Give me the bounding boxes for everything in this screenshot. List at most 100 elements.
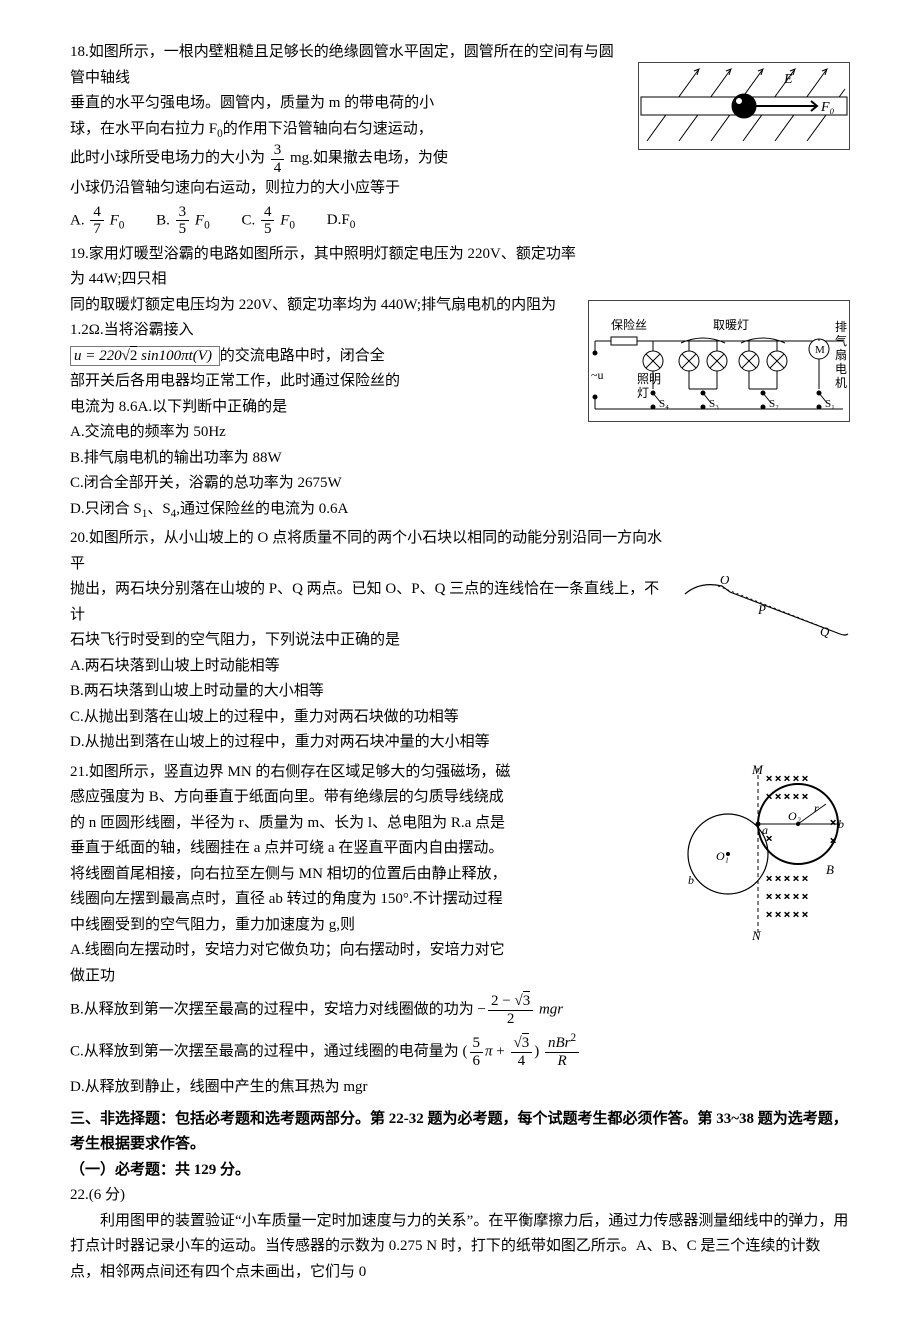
q21-line6: 线圈向左摆到最高点时，直径 ab 转过的角度为 150°.不计摆动过程	[70, 891, 503, 907]
q21-optB-den: 2	[488, 1011, 533, 1028]
q19-fig-fuse: 保险丝	[611, 317, 647, 332]
q18-line3b: 的作用下沿管轴向右匀速运动，	[223, 121, 433, 137]
q19-optA: A.交流电的频率为 50Hz	[70, 424, 226, 440]
q18-optD-label: D.F	[327, 212, 350, 228]
q19-fig-fan1: 排	[835, 320, 847, 334]
q21-optC-p2-den: 4	[511, 1053, 533, 1070]
q21-line1: 如图所示，竖直边界 MN 的右侧存在区域足够大的匀强磁场，磁	[89, 764, 511, 780]
q21-optD: D.从释放到静止，线圈中产生的焦耳热为 mgr	[70, 1075, 850, 1101]
q22-p1: 利用图甲的装置验证“小车质量一定时加速度与力的关系”。在平衡摩擦力后，通过力传感…	[70, 1209, 850, 1286]
q18-options: A. 47 F0 B. 35 F0 C. 45 F0 D.F0	[70, 204, 850, 238]
q18-line4a: 此时小球所受电场力的大小为	[70, 150, 265, 166]
q19-fig-fan5: 机	[835, 376, 847, 390]
q21-optC-tail-den: R	[545, 1053, 579, 1070]
q21-optB-frac: 2 − √3 2	[488, 993, 533, 1027]
q21-optC-p2-num: 3	[522, 1033, 530, 1051]
q18-line5: 小球仍沿管轴匀速向右运动，则拉力的大小应等于	[70, 180, 400, 196]
q18-optB: B. 35 F0	[156, 204, 210, 238]
q19-optB: B.排气扇电机的输出功率为 88W	[70, 450, 282, 466]
q18-optC-F: F	[280, 212, 289, 228]
question-20: O P Q 20.如图所示，从小山坡上的 O 点将质量不同的两个小石块以相同的动…	[70, 526, 850, 756]
q19-line5: 电流为 8.6A.以下判断中正确的是	[70, 399, 287, 415]
q18-line3a: 球，在水平向右拉力 F	[70, 121, 217, 137]
q18-optC-num: 4	[261, 204, 275, 222]
q18-optC-den: 5	[261, 221, 275, 238]
q18-optB-F: F	[195, 212, 204, 228]
q21-fig-b: b	[688, 873, 694, 887]
q21-optB-a: B.从释放到第一次摆至最高的过程中，安培力对线圈做的功为	[70, 1001, 474, 1017]
q18-figure: E F₀	[638, 62, 850, 150]
q18-optD-sub: 0	[350, 219, 356, 231]
q21-fig-B: B	[826, 862, 834, 877]
section-3-sub: （一）必考题：共 129 分。	[70, 1158, 850, 1184]
q20-fig-Q: Q	[820, 624, 830, 639]
q21-optC-p1-num: 5	[470, 1035, 484, 1053]
q20-line2: 抛出，两石块分别落在山坡的 P、Q 两点。已知 O、P、Q 三点的连线恰在一条直…	[70, 581, 659, 623]
q18-optC-sub: 0	[289, 219, 295, 231]
svg-text:× × × × ×: × × × × ×	[766, 873, 808, 885]
q22-num: 22.(6 分)	[70, 1183, 850, 1209]
q18-figure-svg: E F₀	[639, 63, 849, 149]
q21-optC-pi: π	[485, 1043, 493, 1059]
q20-optB: B.两石块落到山坡上时动量的大小相等	[70, 683, 324, 699]
q20-fig-O: O	[720, 576, 730, 587]
q18-optA-F: F	[110, 212, 119, 228]
q18-frac34: 34	[271, 142, 285, 176]
q18-optA: A. 47 F0	[70, 204, 124, 238]
q19-num: 19.	[70, 246, 89, 262]
q18-optA-sub: 0	[119, 219, 125, 231]
svg-text:× × × × ×: × × × × ×	[766, 909, 808, 921]
q19-text: 19.家用灯暖型浴霸的电路如图所示，其中照明灯额定电压为 220V、额定功率为 …	[70, 246, 576, 517]
q19-line4: 部开关后各用电器均正常工作，此时通过保险丝的	[70, 373, 400, 389]
q18-optB-den: 5	[176, 221, 190, 238]
section-3-head: 三、非选择题：包括必考题和选考题两部分。第 22-32 题为必考题，每个试题考生…	[70, 1107, 850, 1158]
q20-figure: O P Q	[680, 576, 850, 656]
q19-fig-light: 照明	[637, 372, 661, 386]
q21-optB-num-a: 2 −	[491, 993, 514, 1009]
q21-optC-p1-den: 6	[470, 1053, 484, 1070]
q18-optA-num: 4	[90, 204, 104, 222]
question-22: 22.(6 分) 利用图甲的装置验证“小车质量一定时加速度与力的关系”。在平衡摩…	[70, 1183, 850, 1285]
q19-optC: C.闭合全部开关，浴霸的总功率为 2675W	[70, 475, 342, 491]
q19-eq-box: u = 220√2 sin100πt(V)	[70, 346, 220, 366]
q19-fig-fan3: 扇	[835, 347, 847, 362]
q19-optD-mid: 、S	[147, 501, 170, 517]
q21-num: 21.	[70, 764, 89, 780]
q21-optC-tail-num: nBr2	[545, 1035, 579, 1053]
q21-figure: × × × × × × × × × × × × × × × × × × × × …	[680, 762, 850, 952]
q20-text: 20.如图所示，从小山坡上的 O 点将质量不同的两个小石块以相同的动能分别沿同一…	[70, 530, 662, 750]
q20-figure-svg: O P Q	[680, 576, 850, 646]
question-18: E F₀ 18.如图所示，一根内壁粗糙且足够长的绝缘圆管水平固定，圆管所在的空间…	[70, 40, 850, 238]
q19-optD-a: D.只闭合 S	[70, 501, 142, 517]
q19-optD-b: ,通过保险丝的电流为 0.6A	[176, 501, 348, 517]
q21-fig-M: M	[751, 762, 764, 777]
q21-line3: 的 n 匝圆形线圈，半径为 r、质量为 m、长为 l、总电阻为 R.a 点是	[70, 815, 505, 831]
q19-line3b: 的交流电路中时，闭合全	[220, 348, 385, 364]
q19-eq-b: sin100πt(V)	[137, 348, 212, 364]
q18-optA-den: 7	[90, 221, 104, 238]
q21-optB-num-sqrt: 3	[523, 991, 531, 1009]
q21-optA-a: A.线圈向左摆动时，安培力对它做负功；向右摆动时，安培力对它	[70, 942, 505, 958]
q18-fig-label-F0: F₀	[820, 100, 835, 115]
q19-eq-a: u = 220	[74, 348, 122, 364]
svg-text:×: ×	[830, 817, 836, 829]
q18-frac34-den: 4	[271, 160, 285, 177]
q20-fig-P: P	[757, 602, 766, 617]
q20-line3: 石块飞行时受到的空气阻力，下列说法中正确的是	[70, 632, 400, 648]
q19-line2: 同的取暖灯额定电压均为 220V、额定功率均为 440W;排气扇电机的内阻为 1…	[70, 297, 556, 339]
q19-fig-u: ~u	[591, 368, 604, 382]
q20-optA: A.两石块落到山坡上时动能相等	[70, 658, 280, 674]
q21-fig-N: N	[751, 928, 762, 942]
q19-fig-S2: S₂	[769, 398, 779, 410]
q20-optD: D.从抛出到落在山坡上的过程中，重力对两石块冲量的大小相等	[70, 734, 490, 750]
q21-optC-plus: +	[493, 1043, 509, 1059]
q21-line4: 垂直于纸面的轴，线圈挂在 a 点并可绕 a 在竖直平面内自由摆动。	[70, 840, 503, 856]
q19-fig-fan2: 气	[835, 333, 847, 348]
q20-optC: C.从抛出到落在山坡上的过程中，重力对两石块做的功相等	[70, 709, 459, 725]
q21-text: 21.如图所示，竖直边界 MN 的右侧存在区域足够大的匀强磁场，磁 感应强度为 …	[70, 764, 510, 984]
q19-fig-S1: S₁	[825, 398, 835, 410]
q20-line1: 如图所示，从小山坡上的 O 点将质量不同的两个小石块以相同的动能分别沿同一方向水…	[70, 530, 662, 572]
q18-optC: C. 45 F0	[241, 204, 295, 238]
q21-optA-b: 做正功	[70, 968, 115, 984]
q18-fig-label-E: E	[783, 72, 793, 87]
